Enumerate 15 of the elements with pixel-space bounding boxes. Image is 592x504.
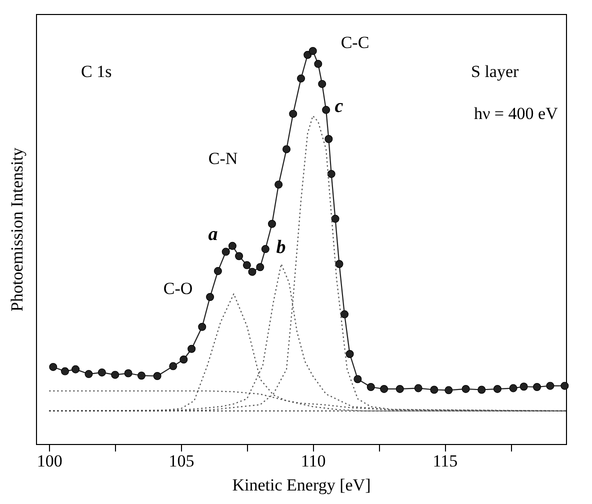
annotation: a <box>208 224 218 245</box>
annotation: b <box>276 237 286 258</box>
annotation: C 1s <box>81 62 112 81</box>
annotation: c <box>334 96 344 117</box>
x-tick-label: 105 <box>168 452 194 470</box>
annotation: hν = 400 eV <box>474 104 559 123</box>
x-tick-label: 115 <box>432 452 458 470</box>
annotation: C-N <box>208 149 238 168</box>
x-tick-label: 110 <box>300 452 326 470</box>
annotation: S layer <box>471 62 520 81</box>
y-axis-title: Photoemission Intensity <box>8 147 26 312</box>
x-axis-title: Kinetic Energy [eV] <box>232 476 371 494</box>
annotation: C-C <box>340 33 370 52</box>
x-tick-label: 100 <box>36 452 62 470</box>
annotation: C-O <box>163 279 193 298</box>
